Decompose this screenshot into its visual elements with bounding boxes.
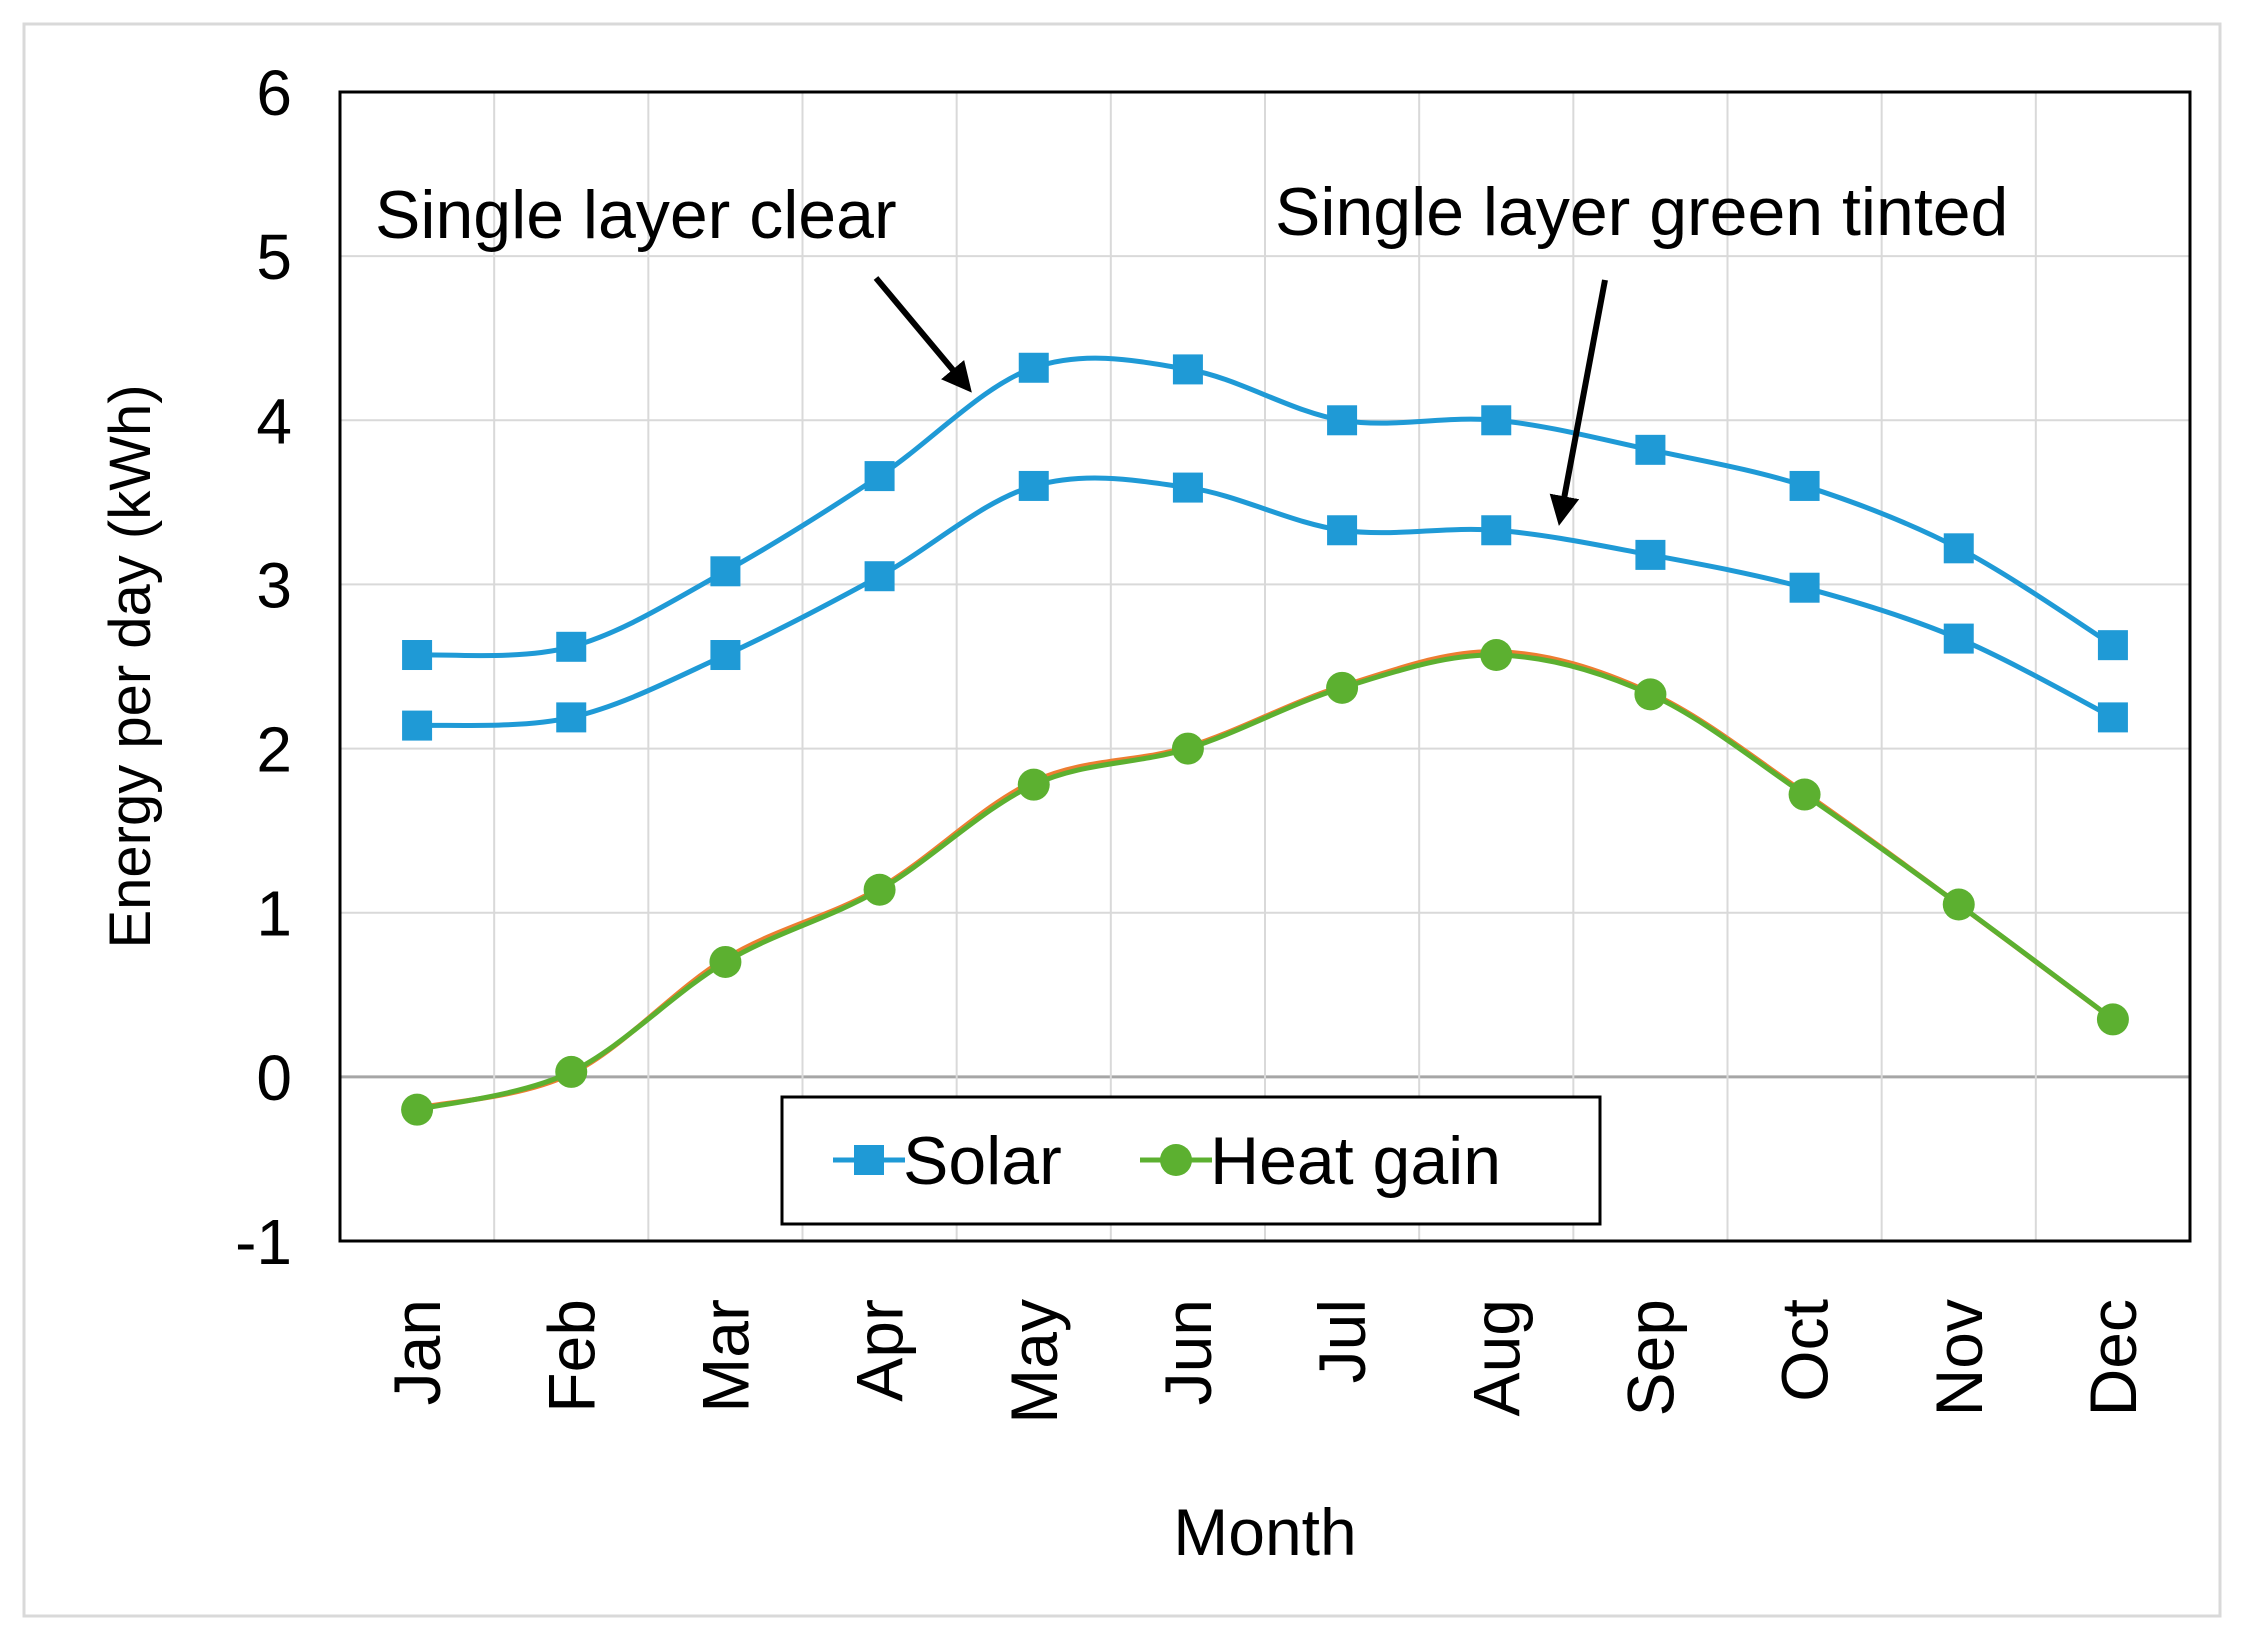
- x-tick-label: Mar: [688, 1299, 762, 1413]
- data-point-circle: [1942, 888, 1975, 921]
- x-tick-label: Jul: [1305, 1299, 1379, 1383]
- data-point-square: [2097, 702, 2128, 733]
- data-point-square: [864, 561, 895, 592]
- data-point-square: [402, 710, 433, 741]
- y-tick-label: 2: [256, 714, 292, 786]
- legend-label: Heat gain: [1210, 1123, 1501, 1199]
- annotation-arrow: [873, 276, 972, 393]
- y-tick-label: 1: [256, 878, 292, 950]
- legend-entry-heat-gain: Heat gain: [1140, 1123, 1501, 1199]
- x-tick-label: Sep: [1613, 1299, 1687, 1416]
- data-point-circle: [2096, 1003, 2129, 1036]
- series-solar-single-layer-clear: [402, 352, 2128, 671]
- data-point-circle: [1326, 671, 1359, 704]
- x-tick-label: Nov: [1922, 1299, 1996, 1416]
- chart-border: [22, 22, 2222, 1618]
- data-point-square: [1327, 515, 1358, 546]
- y-tick-label: 3: [256, 549, 292, 621]
- annotations: Single layer clear Single layer green tin…: [375, 174, 2008, 526]
- x-axis-ticks: Jan Feb Mar Apr May Jun Jul Aug Sep Oct Nov Dec: [380, 1299, 2150, 1424]
- data-point-square: [402, 640, 433, 671]
- x-tick-label: Jan: [380, 1299, 454, 1405]
- legend-marker-square: [854, 1145, 884, 1175]
- x-tick-label: Apr: [843, 1299, 917, 1402]
- y-axis-ticks: -1 0 1 2 3 4 5 6: [235, 57, 292, 1278]
- data-point-square: [1635, 539, 1666, 570]
- series-group: [401, 352, 2129, 1126]
- data-point-circle: [1634, 678, 1667, 711]
- series-line: [416, 652, 2115, 1113]
- y-tick-label: 0: [256, 1042, 292, 1114]
- data-point-square: [1172, 472, 1203, 503]
- data-point-square: [1481, 405, 1512, 436]
- series-line: [416, 355, 2115, 659]
- data-point-square: [864, 461, 895, 492]
- x-axis-label: Month: [1173, 1495, 1356, 1569]
- data-point-square: [1327, 405, 1358, 436]
- x-tick-label: Oct: [1768, 1299, 1842, 1402]
- data-point-square: [710, 556, 741, 587]
- data-point-square: [1943, 623, 1974, 654]
- series-heat-gain-single-layer-green-tinted: [401, 639, 2129, 1126]
- series-solar-single-layer-green-tinted: [402, 470, 2128, 741]
- data-point-circle: [401, 1093, 434, 1126]
- x-tick-label: Feb: [534, 1299, 608, 1413]
- legend-label: Solar: [903, 1123, 1062, 1199]
- data-point-square: [710, 640, 741, 671]
- data-point-square: [1635, 434, 1666, 465]
- x-tick-label: Jun: [1151, 1299, 1225, 1405]
- data-point-square: [1789, 572, 1820, 603]
- data-point-circle: [1171, 732, 1204, 765]
- data-point-square: [1018, 352, 1049, 383]
- data-point-circle: [1017, 768, 1050, 801]
- legend: Solar Heat gain: [780, 1095, 1602, 1226]
- legend-entry-solar: Solar: [833, 1123, 1062, 1199]
- data-point-square: [1943, 533, 1974, 564]
- data-point-square: [2097, 630, 2128, 661]
- y-axis-label: Energy per day (kWh): [98, 384, 163, 948]
- data-point-square: [556, 702, 587, 733]
- x-tick-label: May: [997, 1299, 1071, 1424]
- data-point-square: [1172, 354, 1203, 385]
- data-point-circle: [1480, 639, 1513, 672]
- y-tick-label: 5: [256, 221, 292, 293]
- annotation-arrow: [1549, 279, 1608, 526]
- y-tick-label: 4: [256, 385, 292, 457]
- data-point-square: [1481, 515, 1512, 546]
- data-point-square: [1789, 470, 1820, 501]
- y-tick-label: -1: [235, 1206, 292, 1278]
- gridlines: [340, 91, 2190, 1242]
- data-point-circle: [1788, 778, 1821, 811]
- x-tick-label: Aug: [1459, 1299, 1533, 1416]
- legend-marker-circle: [1160, 1144, 1192, 1176]
- annotation-label: Single layer green tinted: [1275, 174, 2008, 250]
- data-point-square: [556, 631, 587, 662]
- x-tick-label: Dec: [2076, 1299, 2150, 1416]
- data-point-circle: [863, 873, 896, 906]
- data-point-circle: [555, 1055, 588, 1088]
- plot-area: [338, 90, 2192, 1243]
- data-point-square: [1018, 470, 1049, 501]
- y-tick-label: 6: [256, 57, 292, 129]
- annotation-label: Single layer clear: [375, 177, 897, 253]
- data-point-circle: [709, 945, 742, 978]
